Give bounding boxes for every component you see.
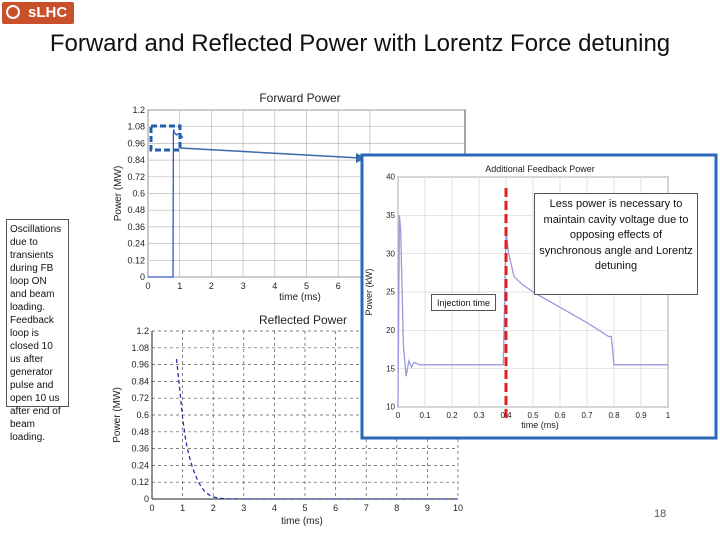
y-tick-label: 0.24 <box>131 460 149 470</box>
x-tick-label: 10 <box>453 503 463 513</box>
page-number: 18 <box>654 508 667 520</box>
x-tick-label: 3 <box>241 503 246 513</box>
y-tick-label: 0.12 <box>131 477 149 487</box>
x-tick-label: 0 <box>145 281 150 291</box>
x-tick-label: 4 <box>272 281 277 291</box>
x-tick-label: 0.8 <box>608 411 620 420</box>
y-tick-label: 1.08 <box>131 343 149 353</box>
x-tick-label: 0 <box>396 411 401 420</box>
y-tick-label: 0.72 <box>131 393 149 403</box>
less-power-note: Less power is necessary to maintain cavi… <box>534 193 698 295</box>
y-tick-label: 0.36 <box>131 444 149 454</box>
x-tick-label: 7 <box>364 503 369 513</box>
y-tick-label: 0.36 <box>127 222 145 232</box>
zoom-box <box>149 124 182 152</box>
y-axis-label: Power (MW) <box>113 166 124 222</box>
y-tick-label: 30 <box>386 249 395 258</box>
y-tick-label: 20 <box>386 326 395 335</box>
x-tick-label: 0.5 <box>527 411 539 420</box>
cern-ring-icon <box>6 5 20 19</box>
x-tick-label: 0.7 <box>581 411 593 420</box>
x-axis-label: time (ms) <box>521 420 559 430</box>
slhc-logo: sLHC <box>2 2 74 24</box>
chart-title: Forward Power <box>259 91 340 105</box>
y-tick-label: 15 <box>386 364 395 373</box>
x-tick-label: 1 <box>177 281 182 291</box>
chart-title: Reflected Power <box>259 313 347 327</box>
x-tick-label: 0 <box>149 503 154 513</box>
x-tick-label: 2 <box>209 281 214 291</box>
y-tick-label: 1.2 <box>136 326 149 336</box>
x-tick-label: 1 <box>180 503 185 513</box>
x-axis-label: time (ms) <box>279 292 321 303</box>
x-tick-label: 5 <box>302 503 307 513</box>
y-tick-label: 0.6 <box>136 410 149 420</box>
reflected-power-chart: 0 1 2 3 4 5 6 7 8 9 1000.120.240.360.480.60.720.84… <box>112 313 463 527</box>
x-tick-label: 6 <box>333 503 338 513</box>
y-tick-label: 10 <box>386 403 395 412</box>
y-axis-label: Power (MW) <box>112 387 123 443</box>
y-tick-label: 35 <box>386 211 395 220</box>
x-tick-label: 0.2 <box>446 411 458 420</box>
y-tick-label: 0.96 <box>131 360 149 370</box>
y-tick-label: 0.96 <box>127 138 145 148</box>
x-tick-label: 0.1 <box>419 411 431 420</box>
y-tick-label: 1.2 <box>132 105 145 115</box>
x-tick-label: 3 <box>241 281 246 291</box>
x-tick-label: 0.3 <box>473 411 485 420</box>
x-tick-label: 4 <box>272 503 277 513</box>
y-axis-label: Power (kW) <box>364 268 374 315</box>
y-tick-label: 0.12 <box>127 255 145 265</box>
y-tick-label: 0.48 <box>131 427 149 437</box>
y-tick-label: 0 <box>144 494 149 504</box>
series-line <box>397 215 668 408</box>
oscillations-note: Oscillations due to transients during FB… <box>6 219 69 443</box>
y-tick-label: 0.48 <box>127 205 145 215</box>
x-tick-label: 9 <box>425 503 430 513</box>
y-tick-label: 0.6 <box>132 189 145 199</box>
x-tick-label: 8 <box>394 503 399 513</box>
y-tick-label: 1.08 <box>127 122 145 132</box>
x-tick-label: 5 <box>304 281 309 291</box>
x-tick-label: 1 <box>666 411 671 420</box>
chart-title: Additional Feedback Power <box>485 164 595 174</box>
y-tick-label: 0.24 <box>127 239 145 249</box>
logo-text: sLHC <box>28 4 68 21</box>
x-tick-label: 0.9 <box>635 411 647 420</box>
x-tick-label: 6 <box>336 281 341 291</box>
y-tick-label: 0.84 <box>131 376 149 386</box>
y-tick-label: 0 <box>140 272 145 282</box>
series-line <box>175 358 458 500</box>
x-axis-label: time (ms) <box>281 516 323 527</box>
y-tick-label: 40 <box>386 173 395 182</box>
zoom-arrow <box>179 147 361 159</box>
y-tick-label: 0.72 <box>127 172 145 182</box>
y-tick-label: 0.84 <box>127 155 145 165</box>
x-tick-label: 0.6 <box>554 411 566 420</box>
slide-title: Forward and Reflected Power with Lorentz… <box>49 30 671 57</box>
y-tick-label: 25 <box>386 288 395 297</box>
injection-time-label: Injection time <box>431 294 496 311</box>
x-tick-label: 2 <box>211 503 216 513</box>
